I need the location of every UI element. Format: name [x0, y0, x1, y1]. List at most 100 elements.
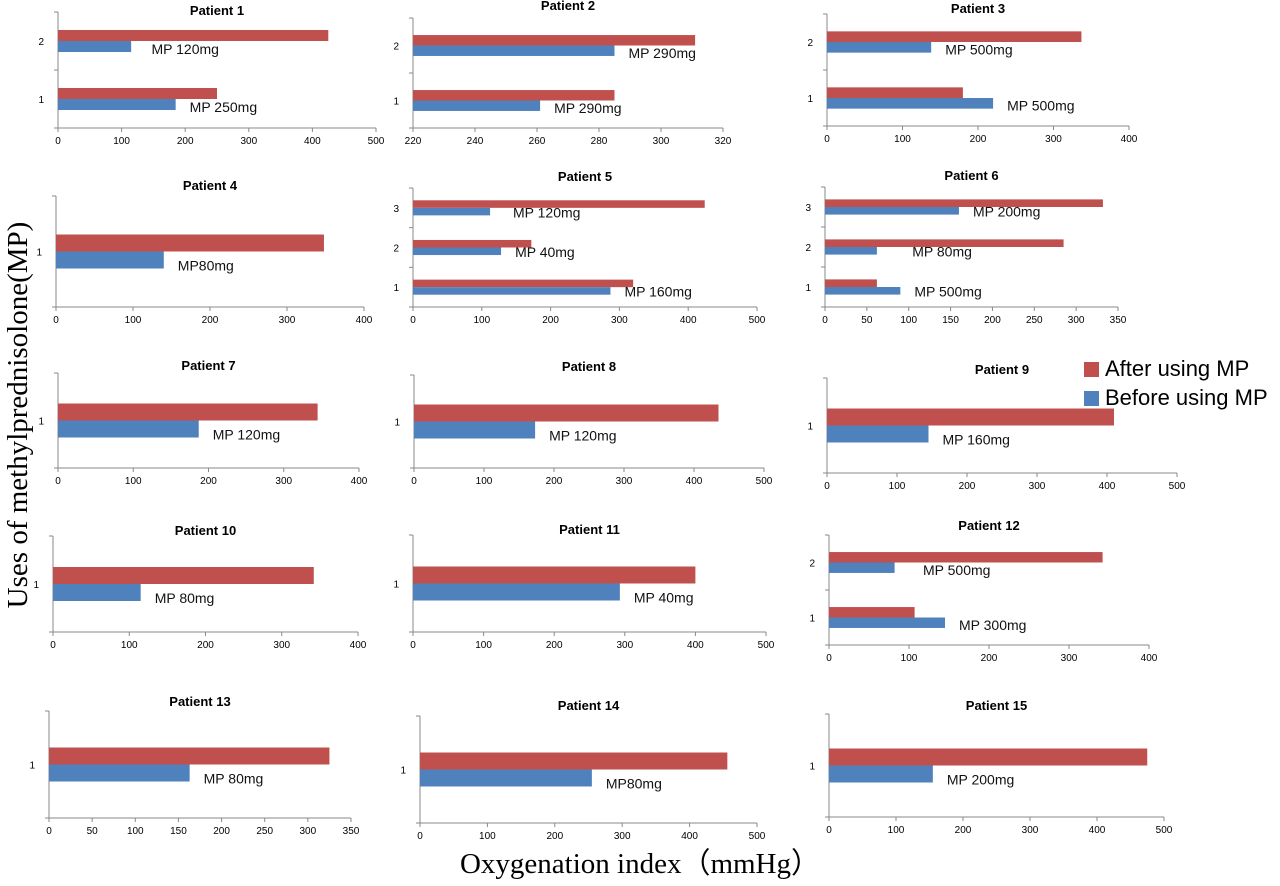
- panel-3: Patient 3 0 100 200 300 400 1 MP 500mg 2 MP 500mg: [807, 1, 1137, 145]
- panel-5-dose-annotation: MP 120mg: [513, 204, 580, 220]
- panel-2-x-tick-label: 240: [467, 136, 484, 147]
- panel-12: Patient 12 0 100 200 300 400 1 MP 300mg 2 MP 500m…: [809, 518, 1157, 664]
- legend-swatch-before: [1084, 391, 1099, 406]
- panel-13-x-tick-label: 250: [256, 826, 273, 837]
- panel-8-bar-before-1: [414, 421, 536, 439]
- panel-11-x-tick-label: 0: [410, 640, 416, 651]
- panel-6-bar-before-3: [825, 207, 959, 215]
- panel-5-category-label: 2: [393, 244, 399, 255]
- panel-4-category-label: 1: [36, 248, 42, 259]
- panel-15-x-tick-label: 500: [1156, 825, 1173, 836]
- panel-1-bar-after-1: [58, 87, 217, 99]
- panel-2-category-label: 1: [393, 97, 399, 108]
- panel-2-dose-annotation: MP 290mg: [554, 100, 621, 116]
- panel-6-x-tick-label: 50: [861, 315, 873, 326]
- panel-5-dose-annotation: MP 160mg: [624, 284, 691, 300]
- panel-2-x-tick-label: 220: [405, 136, 422, 147]
- panel-8-bar-after-1: [414, 404, 719, 422]
- panel-12-dose-annotation: MP 500mg: [923, 562, 990, 578]
- panel-6-category-label: 3: [805, 203, 811, 214]
- panel-14-bar-before-1: [420, 769, 592, 787]
- panel-11-x-tick-label: 300: [616, 640, 633, 651]
- panel-14-category-label: 1: [400, 766, 406, 777]
- panel-7-dose-annotation: MP 120mg: [213, 427, 280, 443]
- panel-2-category-label: 2: [393, 42, 399, 53]
- panel-14-x-tick-label: 400: [681, 831, 698, 842]
- panel-3-dose-annotation: MP 500mg: [945, 42, 1012, 58]
- panel-13-x-tick-label: 350: [343, 826, 360, 837]
- panel-12-bar-before-1: [829, 617, 945, 628]
- panel-2-x-tick-label: 280: [591, 136, 608, 147]
- panel-5-x-tick-label: 300: [611, 315, 628, 326]
- panel-2-title: Patient 2: [541, 0, 595, 13]
- panel-1-x-tick-label: 500: [368, 136, 385, 147]
- panel-5-bar-before-3: [413, 207, 491, 216]
- panel-9-x-tick-label: 100: [889, 481, 906, 492]
- panel-13-bar-before-1: [49, 764, 190, 782]
- panel-9-bar-after-1: [827, 408, 1114, 426]
- panel-9-x-tick-label: 400: [1099, 481, 1116, 492]
- panel-9-x-tick-label: 0: [824, 481, 830, 492]
- panel-4-x-tick-label: 200: [202, 315, 219, 326]
- panel-9-x-tick-label: 500: [1169, 481, 1186, 492]
- panel-5-bar-after-1: [413, 279, 634, 288]
- panel-10-bar-before-1: [53, 584, 141, 601]
- panel-11-x-tick-label: 100: [475, 640, 492, 651]
- panel-6-category-label: 2: [805, 243, 811, 254]
- panel-12-bar-after-1: [829, 607, 915, 618]
- panel-1-category-label: 2: [38, 37, 44, 48]
- panel-11-x-tick-label: 400: [687, 640, 704, 651]
- panel-5-x-tick-label: 200: [542, 315, 559, 326]
- panel-3-category-label: 1: [807, 94, 813, 105]
- panel-11-bar-after-1: [413, 566, 696, 584]
- panel-10-x-tick-label: 0: [50, 640, 56, 651]
- panel-14-title: Patient 14: [558, 698, 620, 713]
- panel-11-x-tick-label: 500: [758, 640, 775, 651]
- panel-9: Patient 9 0 100 200 300 400 500 1 MP 160mg: [807, 362, 1185, 492]
- panel-15-bar-after-1: [829, 748, 1148, 766]
- panel-15-dose-annotation: MP 200mg: [947, 772, 1014, 788]
- panel-8-x-tick-label: 500: [756, 476, 773, 487]
- panel-2: Patient 2 220 240 260 280 300 320 1 MP 290mg 2 MP …: [393, 0, 731, 147]
- panel-4-title: Patient 4: [183, 178, 238, 193]
- panel-3-x-tick-label: 200: [970, 134, 987, 145]
- panel-3-x-tick-label: 400: [1121, 134, 1138, 145]
- panel-10: Patient 10 0 100 200 300 400 1 MP 80mg: [33, 523, 366, 651]
- panel-14-x-tick-label: 300: [614, 831, 631, 842]
- panel-3-bar-before-1: [827, 98, 994, 109]
- panel-1-bar-after-2: [58, 29, 329, 41]
- panel-6-x-tick-label: 0: [822, 315, 828, 326]
- panel-3-bar-before-2: [827, 42, 932, 53]
- panel-4-x-tick-label: 300: [279, 315, 296, 326]
- panel-14-x-tick-label: 200: [546, 831, 563, 842]
- panel-13-title: Patient 13: [169, 694, 230, 709]
- panel-2-bar-after-2: [413, 35, 696, 46]
- panel-5-category-label: 1: [393, 283, 399, 294]
- panel-4-x-tick-label: 0: [53, 315, 59, 326]
- panel-5-bar-before-1: [413, 287, 611, 295]
- panel-10-x-tick-label: 300: [273, 640, 290, 651]
- panel-3-category-label: 2: [807, 38, 813, 49]
- panel-10-x-tick-label: 200: [197, 640, 214, 651]
- panel-11-title: Patient 11: [559, 522, 620, 537]
- panel-5: Patient 5 0 100 200 300 400 500 1 MP 160mg 2 MP 40…: [393, 169, 765, 326]
- panel-12-category-label: 1: [809, 614, 815, 625]
- panel-3-dose-annotation: MP 500mg: [1007, 98, 1074, 114]
- panel-4-x-tick-label: 100: [125, 315, 142, 326]
- panel-2-x-tick-label: 300: [653, 136, 670, 147]
- panel-6-bar-before-1: [825, 287, 901, 295]
- panel-12-x-tick-label: 0: [826, 653, 832, 664]
- panel-6-dose-annotation: MP 200mg: [973, 204, 1040, 220]
- panel-12-x-tick-label: 200: [981, 653, 998, 664]
- panel-11-dose-annotation: MP 40mg: [634, 590, 694, 606]
- panel-10-x-tick-label: 400: [350, 640, 367, 651]
- panel-6-bar-before-2: [825, 247, 877, 255]
- panel-5-bar-after-3: [413, 200, 705, 208]
- panel-11-x-tick-label: 200: [546, 640, 563, 651]
- panel-8-x-tick-label: 0: [411, 476, 417, 487]
- panel-10-bar-after-1: [53, 567, 314, 584]
- panel-3-x-tick-label: 300: [1045, 134, 1062, 145]
- panel-4-x-tick-label: 400: [356, 315, 373, 326]
- panel-10-title: Patient 10: [175, 523, 236, 538]
- panel-5-category-label: 3: [393, 204, 399, 215]
